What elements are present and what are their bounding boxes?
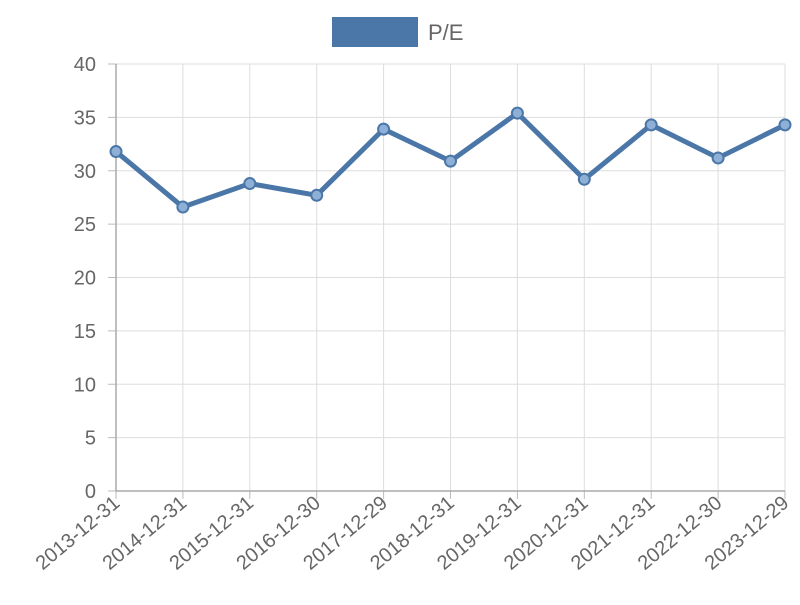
legend-label[interactable]: P/E bbox=[428, 20, 463, 45]
data-point[interactable] bbox=[176, 200, 190, 214]
data-point[interactable] bbox=[109, 145, 123, 159]
y-tick-label: 35 bbox=[74, 107, 96, 129]
y-tick-label: 30 bbox=[74, 161, 96, 183]
axes: 05101520253035402013-12-312014-12-312015… bbox=[32, 54, 794, 575]
data-point[interactable] bbox=[644, 118, 658, 132]
data-point[interactable] bbox=[577, 172, 591, 186]
y-tick-label: 15 bbox=[74, 321, 96, 343]
y-tick-label: 10 bbox=[74, 374, 96, 396]
data-point[interactable] bbox=[444, 154, 457, 168]
y-tick-label: 20 bbox=[74, 268, 96, 290]
y-tick-label: 5 bbox=[85, 428, 96, 450]
y-tick-label: 40 bbox=[74, 54, 96, 76]
y-tick-label: 0 bbox=[85, 481, 96, 503]
data-point[interactable] bbox=[310, 188, 324, 202]
data-point[interactable] bbox=[711, 151, 725, 165]
series bbox=[109, 106, 792, 214]
data-point[interactable] bbox=[243, 177, 257, 191]
data-point[interactable] bbox=[510, 106, 524, 120]
grid bbox=[115, 63, 786, 492]
y-tick-label: 25 bbox=[74, 214, 96, 236]
legend[interactable]: P/E bbox=[332, 17, 463, 47]
data-point[interactable] bbox=[377, 122, 391, 136]
data-point[interactable] bbox=[778, 118, 792, 132]
legend-swatch[interactable] bbox=[332, 17, 418, 47]
